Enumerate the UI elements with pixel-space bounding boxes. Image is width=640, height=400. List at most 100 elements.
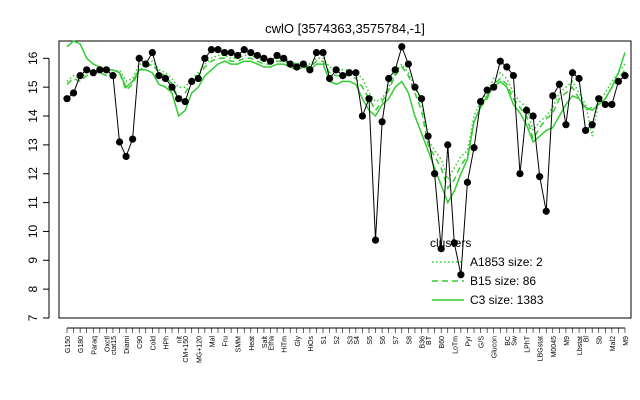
data-point	[293, 63, 301, 71]
x-tick-label: MG+120	[196, 336, 203, 363]
y-tick-label: 8	[26, 285, 40, 292]
data-point	[266, 57, 275, 65]
data-point	[391, 66, 399, 74]
data-point	[69, 89, 78, 97]
data-point	[312, 48, 321, 57]
x-tick-label: BC	[505, 336, 512, 346]
data-point	[109, 72, 117, 80]
data-point	[536, 173, 544, 181]
x-tick-label: Oxctl	[104, 336, 111, 352]
x-tick-label: Gly	[295, 336, 302, 347]
x-tick-label: HiOs	[308, 336, 315, 352]
x-tick-label: G150	[65, 336, 72, 353]
data-point	[522, 106, 531, 114]
data-point	[378, 118, 386, 126]
data-point	[306, 66, 314, 74]
data-point	[148, 48, 156, 57]
data-point	[168, 83, 176, 91]
data-point	[181, 97, 189, 106]
data-point	[83, 66, 91, 74]
data-point	[247, 48, 255, 57]
x-tick-label: Paraq	[91, 336, 98, 355]
x-tick-label: Diami	[124, 336, 131, 354]
data-point	[595, 95, 603, 103]
data-point	[444, 141, 452, 149]
data-point	[503, 63, 511, 71]
data-point	[509, 72, 517, 80]
y-axis: 7 8 9 10 11 12 13 14 15 16	[26, 51, 50, 321]
legend-label: B15 size: 86	[470, 274, 536, 288]
y-tick-label: 9	[26, 257, 40, 264]
legend-entries: A1853 size: 2 B15 size: 86 C3 size: 1383	[432, 255, 544, 307]
data-point	[201, 54, 209, 62]
y-tick-label: 12	[26, 167, 40, 181]
x-tick-label: M9	[564, 336, 571, 346]
x-tick-label: nit	[177, 336, 184, 343]
x-tick-label: BT	[426, 335, 433, 345]
data-point	[129, 135, 137, 143]
data-point	[286, 60, 294, 68]
x-tick-label: CM+150	[183, 336, 190, 363]
chart-title: cwlO [3574363,3575784,-1]	[265, 21, 425, 36]
x-tick-label: S4	[354, 336, 361, 345]
data-point	[450, 239, 458, 247]
data-point	[207, 46, 216, 54]
x-tick-label: Sb	[597, 336, 604, 345]
y-tick-label: 15	[26, 80, 40, 94]
legend: clusters A1853 size: 2 B15 size: 86 C3 siz…	[430, 236, 544, 307]
x-tick-label: S1	[321, 336, 328, 345]
data-point	[299, 60, 307, 68]
data-point	[273, 51, 281, 60]
data-point	[332, 66, 340, 74]
data-point	[588, 121, 596, 129]
data-point	[496, 57, 504, 65]
legend-label: C3 size: 1383	[470, 293, 544, 307]
x-axis: G150 G180 Paraq Oxctl ctat15 Diami C90 Cold HPh n…	[65, 327, 630, 363]
series-line-2	[66, 40, 626, 205]
data-point	[89, 69, 97, 77]
x-tick-label: S5	[367, 336, 374, 345]
data-point	[437, 245, 445, 253]
data-point	[365, 95, 373, 103]
plot-frame	[58, 40, 632, 319]
data-point	[385, 74, 393, 83]
data-point	[280, 54, 288, 62]
data-point	[142, 60, 150, 68]
data-point	[102, 66, 110, 74]
data-point	[575, 74, 583, 83]
y-tick-label: 14	[26, 109, 40, 123]
y-tick-label: 13	[26, 138, 40, 152]
data-point	[483, 86, 491, 94]
data-point	[319, 48, 327, 57]
x-tick-label: S6	[380, 336, 387, 345]
data-point	[325, 74, 334, 83]
x-tick-label: C90	[137, 336, 144, 349]
data-point	[175, 95, 183, 103]
data-point	[614, 77, 623, 85]
x-tick-label: Etha	[269, 336, 276, 351]
x-tick-label: G180	[78, 336, 85, 353]
data-point	[135, 54, 143, 62]
data-point	[240, 46, 248, 54]
data-point	[253, 51, 261, 60]
x-tick-label: Glucon	[492, 336, 499, 358]
x-tick-label: Fru	[223, 336, 230, 347]
data-point	[155, 72, 163, 80]
x-tick-label: B36	[419, 336, 426, 349]
x-tick-label: HiTm	[282, 336, 289, 353]
data-point	[234, 51, 242, 60]
data-point	[76, 72, 84, 80]
data-point	[476, 97, 485, 106]
data-point	[352, 69, 360, 77]
data-point	[463, 178, 472, 186]
data-point	[542, 207, 550, 215]
data-point	[568, 69, 577, 77]
data-point	[63, 95, 71, 103]
data-point	[582, 126, 590, 135]
x-tick-label: B60	[439, 336, 446, 349]
x-tick-label: S7	[393, 336, 400, 345]
x-tick-label: S2	[334, 336, 341, 345]
series-layer	[63, 40, 629, 279]
data-point	[371, 236, 380, 244]
x-tick-label: Salt	[262, 336, 269, 348]
